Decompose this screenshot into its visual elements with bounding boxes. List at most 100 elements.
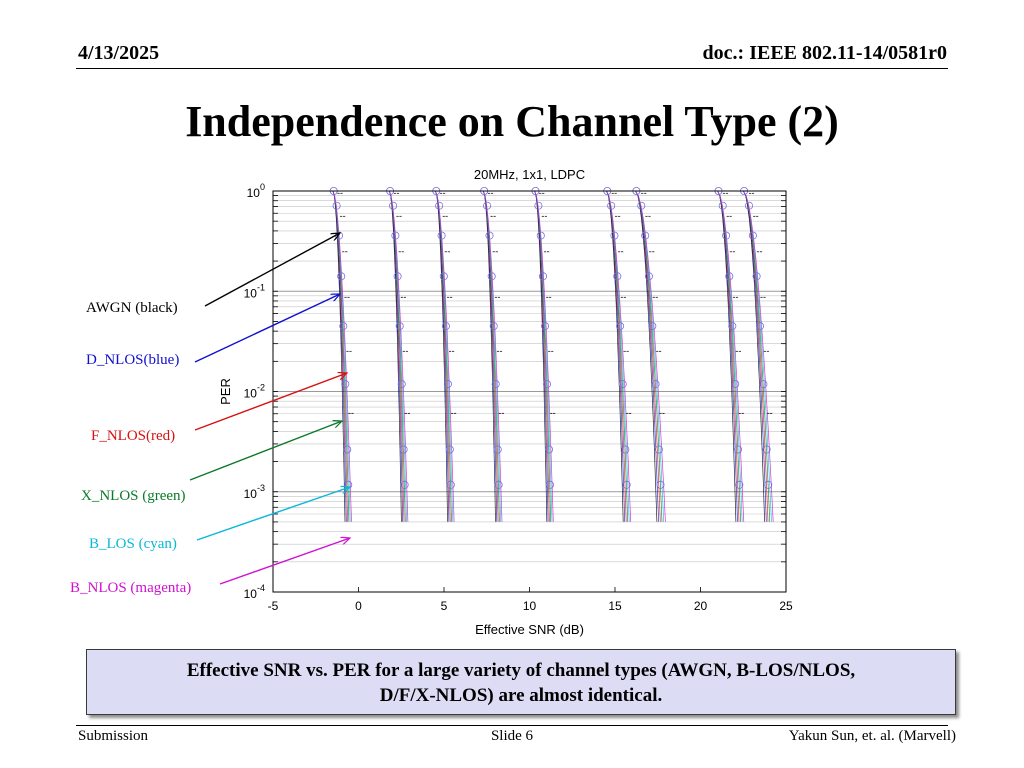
awgn-marker: -- [447,292,453,302]
data-point-marker [487,272,496,281]
awgn-marker: -- [726,211,732,221]
per-curve [743,190,774,522]
data-point-marker [445,445,454,454]
awgn-marker: -- [645,211,651,221]
awgn-marker: -- [400,292,406,302]
header-doc-id: doc.: IEEE 802.11-14/0581r0 [702,42,947,64]
y-tick-label: 100 [247,182,265,200]
awgn-marker: -- [615,211,621,221]
data-point-marker [759,380,768,389]
data-point-marker [493,445,502,454]
data-point-marker [389,201,398,210]
data-point-marker [644,272,653,281]
y-tick-label: 10-4 [244,583,265,601]
x-tick-label: 15 [608,599,622,613]
data-point-marker [435,201,444,210]
awgn-marker: -- [652,292,658,302]
footer-divider [76,725,948,726]
data-point-marker [399,445,408,454]
annotation-f-nlos: F_NLOS(red) [91,428,176,444]
awgn-marker: -- [444,247,450,257]
data-point-marker [748,231,757,240]
x-tick-label: 0 [355,599,362,613]
awgn-marker: -- [626,408,632,418]
awgn-marker: -- [541,211,547,221]
awgn-marker: -- [618,247,624,257]
data-point-marker [637,201,646,210]
per-curves: -- -- -- -- -- -- -- -- -- -- -- -- -- -- -- -- -- -- -- --… [329,186,774,522]
caption-box: Effective SNR vs. PER for a large variet… [86,649,956,715]
awgn-marker: -- [394,188,400,198]
per-curve [388,190,409,522]
y-tick-label: 10-2 [244,383,265,401]
data-point-marker [443,380,452,389]
awgn-marker: -- [735,346,741,356]
data-point-marker [752,272,761,281]
awgn-marker: -- [738,408,744,418]
data-point-marker [545,480,554,489]
data-point-marker [391,231,400,240]
awgn-marker: -- [337,188,343,198]
data-point-marker [735,480,744,489]
data-point-marker [764,480,773,489]
data-point-marker [648,322,657,331]
data-point-marker [337,272,346,281]
caption-line-2: D/F/X-NLOS) are almost identical. [379,685,663,706]
awgn-marker: -- [659,408,665,418]
awgn-marker: -- [398,247,404,257]
data-point-marker [618,380,627,389]
annotation-arrow [204,233,340,307]
awgn-marker: -- [449,346,455,356]
awgn-marker: -- [440,188,446,198]
data-point-marker [483,201,492,210]
data-point-marker [332,201,341,210]
data-point-marker [534,201,543,210]
awgn-marker: -- [749,188,755,198]
data-point-marker [541,322,550,331]
y-axis-label: PER [218,378,233,405]
awgn-marker: -- [402,346,408,356]
data-point-marker [621,445,630,454]
x-tick-label: 10 [523,599,537,613]
per-curve [435,190,455,522]
data-point-marker [341,380,350,389]
data-point-marker [651,380,660,389]
annotation-b-los: B_LOS (cyan) [89,536,177,552]
data-point-marker [393,272,402,281]
awgn-marker: -- [611,188,617,198]
awgn-marker: -- [760,292,766,302]
annotation-arrows [189,233,350,585]
data-point-marker [613,272,622,281]
data-point-marker [654,445,663,454]
footer-slide-number: Slide 6 [490,728,534,744]
data-point-marker [725,272,734,281]
caption-text: Effective SNR vs. PER for a large variet… [87,658,955,708]
awgn-marker: -- [641,188,647,198]
header-divider [76,68,948,69]
data-point-marker [722,231,731,240]
data-point-marker [485,231,494,240]
data-point-marker [745,201,754,210]
footer-authors: Yakun Sun, et. al. (Marvell) [788,728,956,744]
footer-submission: Submission [78,728,149,744]
data-point-marker [756,322,765,331]
awgn-marker: -- [498,408,504,418]
awgn-marker: -- [340,211,346,221]
annotation-arrow [194,293,340,363]
awgn-marker: -- [490,211,496,221]
awgn-marker: -- [767,408,773,418]
data-point-marker [641,231,650,240]
awgn-marker: -- [404,408,410,418]
data-point-marker [616,322,625,331]
data-point-marker [437,231,446,240]
awgn-marker: -- [494,292,500,302]
awgn-marker: -- [451,408,457,418]
awgn-marker: -- [733,292,739,302]
y-tick-labels: 100 10-1 10-2 10-3 10-4 [244,182,265,601]
annotation-awgn: AWGN (black) [86,300,178,316]
data-point-marker [439,272,448,281]
awgn-marker: -- [342,247,348,257]
chart-title: 20MHz, 1x1, LDPC [474,167,585,182]
per-curve [606,190,632,522]
awgn-marker: -- [548,346,554,356]
